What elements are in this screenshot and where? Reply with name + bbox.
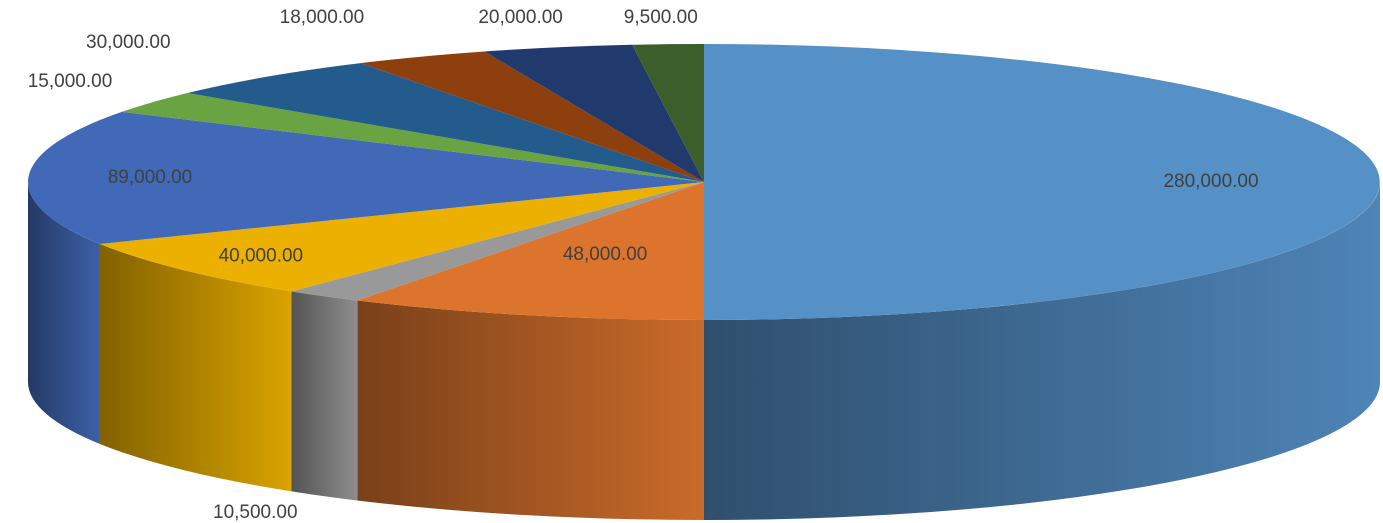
data-label-6: 30,000.00 [86,32,171,53]
data-label-2: 10,500.00 [213,502,298,523]
pie-side-1 [357,300,704,520]
data-label-5: 15,000.00 [28,71,113,92]
pie-slice-0 [704,44,1380,320]
pie-slice-9 [632,44,704,182]
data-label-0: 280,000.00 [1163,171,1258,192]
data-label-1: 48,000.00 [563,244,648,265]
pie-slice-1 [357,182,704,320]
pie-side-4 [28,182,100,444]
data-label-7: 18,000.00 [280,7,365,28]
pie-slice-7 [360,51,704,183]
pie-side-0 [704,182,1380,520]
pie-side-2 [291,291,358,501]
pie-labels: 280,000.00 48,000.00 10,500.00 40,000.00 89,… [28,7,1259,523]
pie-slice-3 [99,182,704,292]
pie-slice-6 [187,63,704,183]
data-label-8: 20,000.00 [478,7,563,28]
pie-side-3 [99,243,292,492]
pie-tops [28,44,1380,320]
pie-sides [28,182,1380,520]
pie-slice-5 [121,92,704,182]
pie-slice-2 [291,182,704,301]
data-label-9: 9,500.00 [624,7,698,28]
data-label-4: 89,000.00 [108,167,193,188]
pie-slice-4 [28,111,705,244]
pie-slice-8 [484,44,704,183]
data-label-3: 40,000.00 [219,246,304,267]
